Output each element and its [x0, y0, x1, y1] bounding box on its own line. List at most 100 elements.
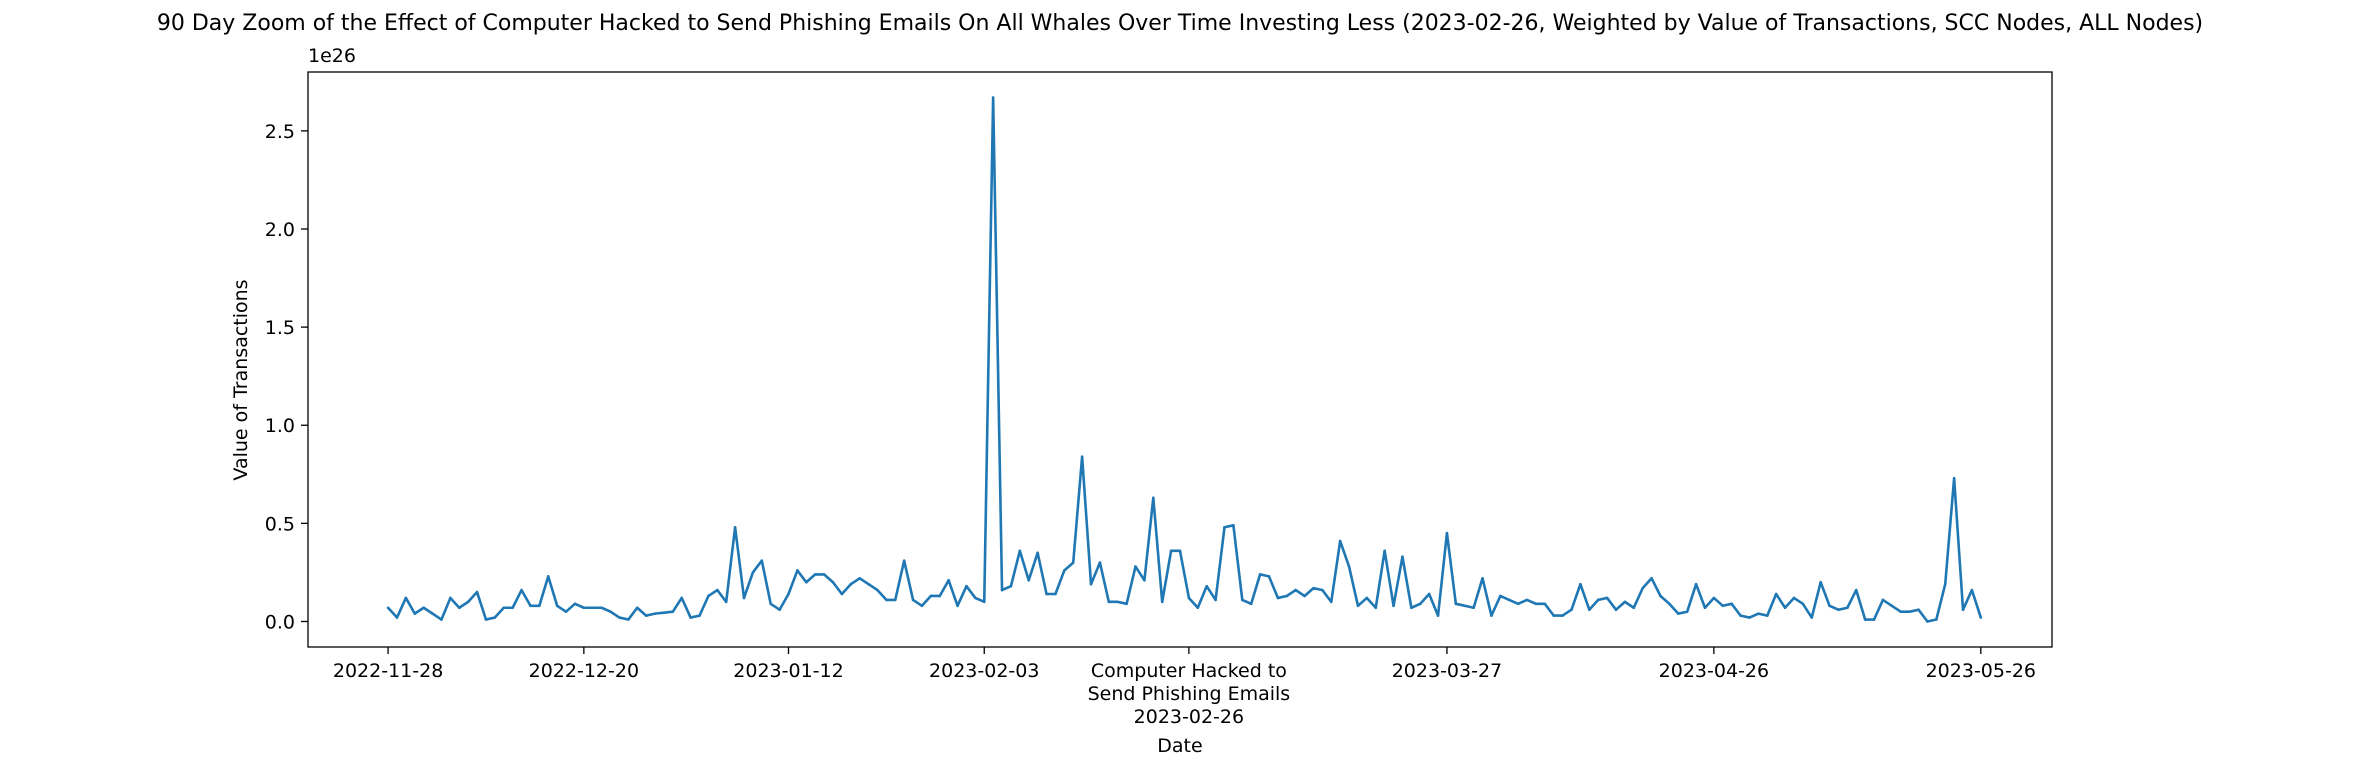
data-point [876, 588, 879, 592]
data-point [1765, 614, 1769, 617]
data-point [1267, 575, 1271, 578]
data-point [867, 582, 870, 586]
data-point [440, 618, 443, 621]
data-point [1445, 531, 1449, 535]
data-point [386, 606, 390, 610]
data-point [1730, 602, 1733, 606]
data-point [1463, 604, 1467, 608]
data-point [422, 606, 425, 610]
data-point [511, 606, 514, 610]
data-point [1276, 596, 1280, 600]
x-tick-label: 2022-12-20 [529, 660, 639, 682]
data-point [680, 596, 684, 600]
data-point [1160, 600, 1164, 604]
data-point [1650, 577, 1653, 580]
data-point [475, 590, 479, 594]
data-point [1917, 608, 1920, 612]
data-point [635, 606, 639, 610]
data-point [1285, 594, 1289, 598]
data-point [618, 616, 621, 619]
data-point [1045, 592, 1048, 596]
data-point [1436, 614, 1440, 617]
x-axis-label: Date [1157, 735, 1202, 757]
data-point [1685, 610, 1689, 613]
data-point [858, 577, 861, 580]
data-point [564, 610, 568, 613]
data-point [644, 614, 648, 617]
data-point [1757, 612, 1760, 615]
data-point [662, 611, 666, 614]
data-point [493, 616, 497, 619]
data-point [546, 575, 550, 578]
x-tick-label: 2023-04-26 [1659, 660, 1769, 682]
data-point [920, 604, 924, 608]
data-point [822, 573, 826, 576]
y-tick-label: 1.5 [265, 317, 295, 339]
data-point [1908, 610, 1911, 613]
data-point [1329, 600, 1333, 604]
data-point [1854, 588, 1858, 592]
data-point [1748, 616, 1751, 619]
series-line [387, 96, 1983, 623]
x-tick-label: 2022-11-28 [333, 660, 443, 682]
data-point [1712, 596, 1716, 600]
data-point [1178, 549, 1182, 553]
series-layer [386, 96, 1983, 623]
y-tick-label: 2.0 [265, 219, 295, 241]
data-point [1490, 614, 1493, 617]
y-tick-label: 2.5 [265, 121, 295, 143]
data-point [1659, 594, 1662, 598]
data-point [1187, 596, 1191, 600]
data-point [1240, 598, 1244, 602]
data-point [1472, 606, 1475, 610]
data-point [1552, 614, 1556, 617]
data-point [1596, 598, 1600, 602]
data-point [1641, 586, 1644, 590]
data-point [965, 584, 968, 588]
data-point [1739, 614, 1742, 617]
data-point [813, 573, 817, 576]
data-point [1863, 618, 1867, 621]
data-point [1249, 602, 1253, 606]
data-point [1107, 600, 1111, 604]
data-point [911, 598, 915, 602]
data-point [671, 610, 675, 613]
y-tick-label: 1.0 [265, 415, 295, 437]
data-point [1881, 598, 1885, 602]
data-point [1801, 602, 1805, 606]
data-point [929, 594, 933, 598]
data-point [1783, 606, 1787, 610]
data-point [582, 606, 586, 610]
data-point [1516, 602, 1520, 606]
data-point [1125, 602, 1128, 606]
data-point [1303, 594, 1306, 598]
data-point [742, 596, 746, 600]
data-point [1499, 594, 1502, 598]
x-tick-label: 2023-01-12 [733, 660, 843, 682]
data-point [760, 559, 764, 562]
data-point [653, 612, 657, 615]
data-point [502, 606, 506, 610]
data-point [1890, 604, 1894, 608]
data-point [885, 598, 888, 602]
data-point [778, 608, 781, 612]
data-point [1312, 586, 1315, 590]
data-point [769, 602, 772, 606]
data-point [600, 606, 603, 610]
data-point [1374, 606, 1378, 610]
y-axis-ticks: 0.0 0.5 1.0 1.5 2.0 2.5 [265, 121, 308, 633]
data-point [395, 616, 399, 619]
data-point [1846, 606, 1849, 610]
data-point [956, 604, 959, 608]
data-point [1143, 578, 1146, 582]
data-point [1837, 608, 1840, 612]
data-point [796, 569, 799, 572]
data-point [1401, 555, 1404, 559]
data-point [1970, 588, 1974, 592]
data-point [1383, 549, 1386, 553]
x-tick-label: Computer Hacked to Send Phishing Emails 20… [1088, 660, 1291, 728]
data-point [449, 596, 452, 600]
data-point [1036, 551, 1039, 555]
data-point [1534, 602, 1538, 606]
data-point [991, 96, 995, 99]
